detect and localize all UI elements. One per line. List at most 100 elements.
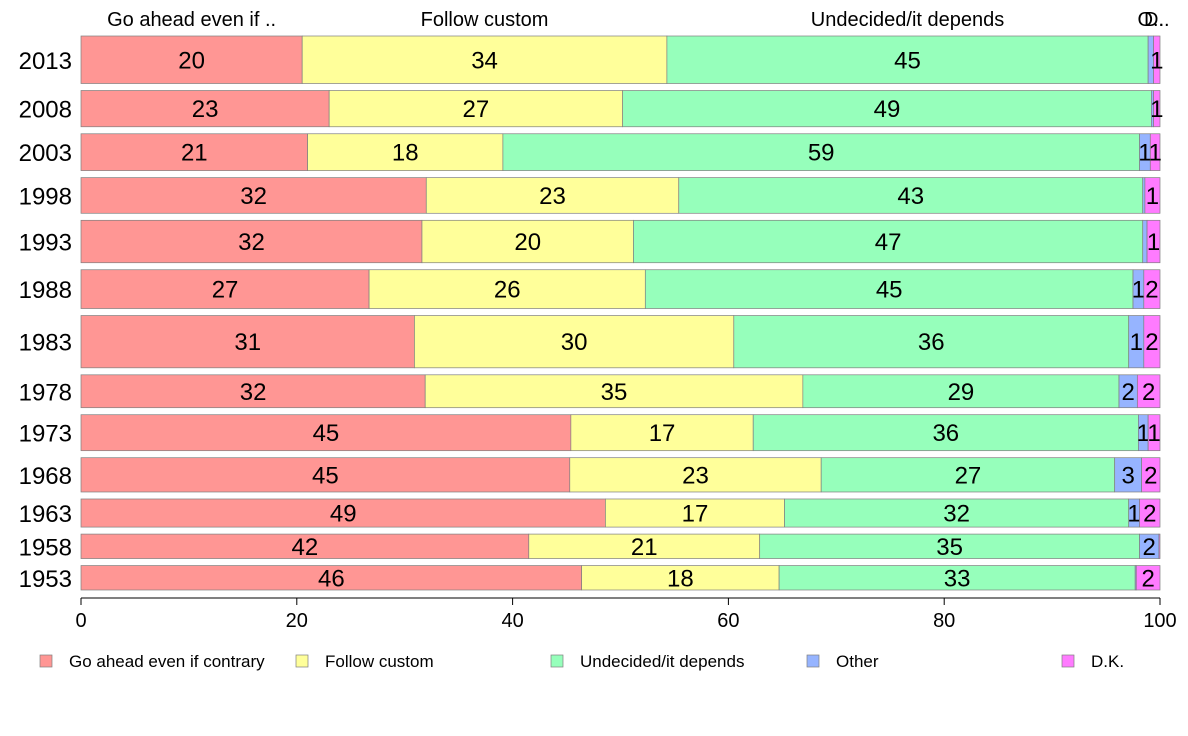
data-label-1973-1: 17 (649, 420, 676, 447)
series-header-4: D.. (1144, 9, 1170, 31)
bar-segment-1968-0 (80, 457, 571, 493)
bar-segment-1953-1 (581, 565, 780, 591)
data-label-2003-4: 1 (1148, 140, 1161, 167)
data-label-1978-2: 29 (948, 379, 975, 406)
data-label-1993-2: 47 (875, 229, 902, 256)
data-label-2008-0: 23 (192, 96, 219, 123)
data-label-1988-0: 27 (212, 277, 239, 304)
data-label-2013-4: 1 (1150, 47, 1163, 74)
bar-segment-1968-2 (820, 457, 1116, 493)
bar-segment-1963-2 (784, 498, 1130, 528)
data-label-2013-2: 45 (894, 47, 921, 74)
x-tick-label-80: 80 (933, 610, 955, 632)
data-label-1963-2: 32 (943, 501, 970, 528)
bar-segment-1993-1 (421, 219, 634, 264)
category-label-2003: 2003 (19, 140, 72, 167)
bar-segment-1953-2 (778, 565, 1136, 591)
data-label-1988-1: 26 (494, 277, 521, 304)
data-label-1988-2: 45 (876, 277, 903, 304)
category-label-1968: 1968 (19, 463, 72, 490)
data-label-1988-3: 1 (1132, 277, 1145, 304)
category-label-1993: 1993 (19, 230, 72, 257)
data-label-1973-3: 1 (1137, 420, 1150, 447)
bar-segment-2008-2 (622, 90, 1152, 128)
category-label-1988: 1988 (19, 277, 72, 304)
data-label-2013-1: 34 (471, 47, 498, 74)
data-label-1973-0: 45 (313, 420, 340, 447)
data-label-1998-1: 23 (539, 183, 566, 210)
x-tick-label-60: 60 (717, 610, 739, 632)
data-label-1983-1: 30 (561, 329, 588, 356)
bar-segment-1963-4 (1139, 498, 1161, 528)
category-label-2008: 2008 (19, 97, 72, 124)
data-label-1958-1: 21 (631, 534, 658, 561)
bar-segment-1983-1 (414, 315, 735, 369)
bar-segment-2008-1 (328, 90, 624, 128)
legend-label-0: Go ahead even if contrary (69, 652, 265, 671)
bar-segment-1973-2 (752, 414, 1139, 452)
bar-segment-1983-4 (1143, 315, 1161, 369)
series-header-0: Go ahead even if .. (107, 9, 276, 31)
bar-segment-2013-1 (301, 35, 668, 84)
data-label-1978-3: 2 (1121, 379, 1134, 406)
bar-segment-1978-2 (802, 374, 1120, 409)
data-label-2008-4: 1 (1150, 96, 1163, 123)
category-label-1983: 1983 (19, 330, 72, 357)
data-label-2003-1: 18 (392, 140, 419, 167)
bar-segment-1973-1 (570, 414, 754, 452)
bar-segment-1978-4 (1136, 374, 1161, 409)
bar-segment-1998-2 (678, 177, 1144, 214)
legend-label-4: D.K. (1091, 652, 1124, 671)
bar-segment-1973-4 (1147, 414, 1161, 452)
data-label-2003-0: 21 (181, 140, 208, 167)
series-header-2: Undecided/it depends (811, 9, 1004, 31)
data-label-1958-3: 2 (1143, 534, 1156, 561)
data-label-1963-1: 17 (682, 501, 709, 528)
bar-segment-1993-0 (80, 219, 423, 264)
data-label-1978-4: 2 (1142, 379, 1155, 406)
x-tick-label-40: 40 (501, 610, 523, 632)
bar-segment-1958-2 (759, 533, 1140, 559)
data-label-1983-2: 36 (918, 329, 945, 356)
bar-segment-1988-4 (1143, 269, 1161, 309)
category-label-1998: 1998 (19, 183, 72, 210)
data-label-1953-0: 46 (318, 565, 345, 592)
data-label-2013-0: 20 (178, 47, 205, 74)
bar-segment-1983-2 (733, 315, 1130, 369)
x-tick-label-20: 20 (286, 610, 308, 632)
bar-segment-2003-1 (307, 133, 504, 171)
legend-label-2: Undecided/it depends (580, 652, 744, 671)
legend-label-3: Other (836, 652, 879, 671)
category-label-1958: 1958 (19, 534, 72, 561)
data-label-1983-0: 31 (234, 329, 261, 356)
bar-segment-1978-0 (80, 374, 426, 409)
data-label-1963-0: 49 (330, 501, 357, 528)
category-label-1978: 1978 (19, 379, 72, 406)
bar-segment-1958-0 (80, 533, 530, 559)
category-label-1953: 1953 (19, 566, 72, 593)
legend-label-1: Follow custom (325, 652, 434, 671)
data-label-1958-0: 42 (292, 534, 319, 561)
bar-segment-1993-2 (633, 219, 1144, 264)
data-label-1973-4: 1 (1147, 420, 1160, 447)
data-label-1998-4: 1 (1146, 183, 1159, 210)
series-header-1: Follow custom (421, 9, 549, 31)
category-label-1973: 1973 (19, 421, 72, 448)
bar-segment-2003-4 (1149, 133, 1161, 171)
data-label-2003-2: 59 (808, 140, 835, 167)
data-label-1968-2: 27 (955, 462, 982, 489)
bar-segment-1963-0 (80, 498, 606, 528)
bar-segment-2013-4 (1153, 35, 1161, 84)
category-label-2013: 2013 (19, 48, 72, 75)
data-label-1963-3: 1 (1127, 501, 1140, 528)
data-label-1983-4: 2 (1145, 329, 1158, 356)
data-label-1988-4: 2 (1145, 277, 1158, 304)
bar-segment-1963-1 (605, 498, 785, 528)
data-label-1993-4: 1 (1147, 229, 1160, 256)
bar-segment-2008-4 (1153, 90, 1161, 128)
data-label-1968-4: 2 (1144, 462, 1157, 489)
data-label-1978-1: 35 (601, 379, 628, 406)
data-label-1993-0: 32 (238, 229, 265, 256)
bar-segment-1953-0 (80, 565, 583, 591)
